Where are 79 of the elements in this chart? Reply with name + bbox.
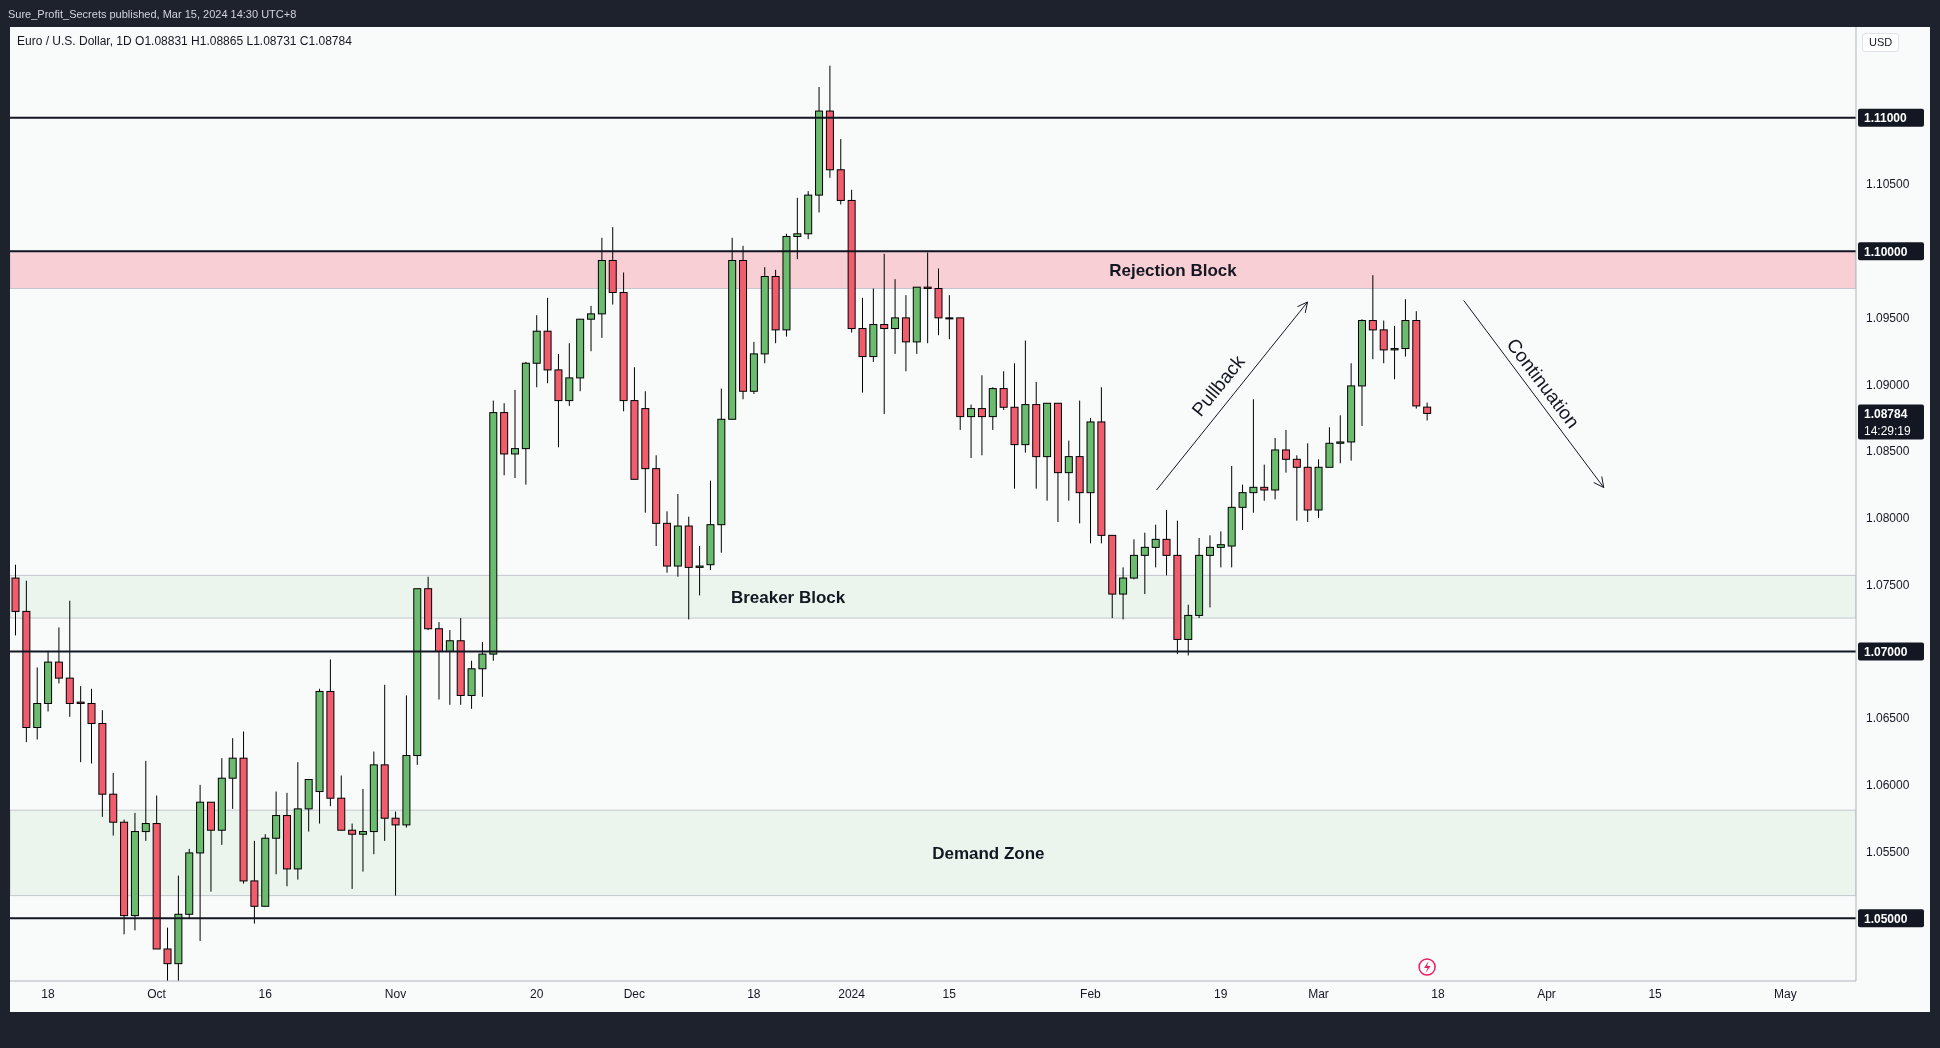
ref-line-label: 1.07000 [1864, 644, 1908, 659]
candlestick [967, 404, 976, 459]
ref-line-label: 1.11000 [1864, 111, 1908, 126]
x-tick-label: Nov [384, 986, 407, 1001]
candlestick [1260, 464, 1269, 502]
candlestick [1281, 429, 1290, 474]
candlestick [1390, 325, 1399, 380]
y-tick-label: 1.10500 [1866, 177, 1910, 192]
x-tick-label: Dec [623, 986, 646, 1001]
candlestick [511, 389, 520, 479]
x-tick-label: 18 [41, 986, 55, 1001]
candlestick [76, 685, 85, 763]
y-tick-label: 1.06000 [1866, 777, 1910, 792]
candlestick [923, 251, 932, 344]
candlestick [1423, 402, 1432, 421]
candlestick [1336, 414, 1345, 464]
candlestick [1368, 274, 1377, 360]
x-tick-label: 15 [942, 986, 957, 1001]
candlestick [1379, 320, 1388, 364]
candlestick [228, 737, 237, 810]
candlestick [587, 305, 596, 352]
candlestick [1249, 398, 1258, 514]
band-label: Demand Zone [932, 843, 1045, 863]
x-tick-label: 18 [1431, 986, 1445, 1001]
candlestick [999, 370, 1008, 411]
text: Sure_Profit_Secrets published, Mar 15, 2024 14:30 UTC+8 [8, 7, 297, 20]
y-tick-label: 1.08500 [1866, 444, 1910, 459]
x-tick-label: 16 [258, 986, 273, 1001]
text: Euro / U.S. Dollar, 1D O1.08831 H1.08865 L1.08731 C1.08784 [17, 34, 352, 48]
x-tick-label: 15 [1648, 986, 1663, 1001]
x-tick-label: Feb [1080, 986, 1102, 1001]
candlestick [272, 791, 281, 875]
text: 1.08784 [1864, 406, 1908, 421]
candlestick [391, 811, 400, 897]
y-tick-label: 1.09500 [1866, 310, 1910, 325]
candlestick [891, 278, 900, 355]
x-tick-label: Mar [1308, 986, 1329, 1001]
x-tick-label: Apr [1537, 986, 1556, 1001]
candlestick [87, 688, 96, 765]
x-tick-label: Oct [147, 986, 167, 1001]
x-tick-label: 20 [529, 986, 544, 1001]
y-tick-label: 1.05500 [1866, 844, 1910, 859]
y-tick-label: 1.06500 [1866, 711, 1910, 726]
candlestick [1140, 532, 1149, 595]
candlestick [1119, 566, 1128, 620]
y-tick-label: 1.09000 [1866, 377, 1910, 392]
x-tick-label: 19 [1214, 986, 1228, 1001]
ref-line-label: 1.05000 [1864, 911, 1908, 926]
candlestick [945, 294, 954, 340]
x-tick-label: 18 [747, 986, 761, 1001]
candlestick [1064, 440, 1073, 502]
candlestick [434, 621, 443, 700]
candlestick [565, 342, 574, 407]
candlestick [1162, 509, 1171, 576]
candlestick [141, 760, 150, 842]
x-tick-label: May [1774, 986, 1797, 1001]
candlestick [1238, 484, 1247, 531]
candlestick [1292, 454, 1301, 522]
candlestick [1151, 524, 1160, 568]
candlestick [1129, 538, 1138, 580]
x-tick-label: 2024 [838, 986, 866, 1001]
y-tick-label: 1.08000 [1866, 511, 1910, 526]
candlestick [478, 641, 487, 698]
candlestick [54, 626, 63, 684]
candlestick [1216, 530, 1225, 568]
candlestick [348, 823, 357, 890]
ref-line-label: 1.10000 [1864, 244, 1908, 259]
band-label: Breaker Block [730, 587, 846, 607]
candlestick [358, 788, 367, 873]
y-tick-label: 1.07500 [1866, 577, 1910, 592]
text: 14:29:19 [1864, 423, 1912, 438]
candlestick [695, 545, 704, 596]
candlestick [1205, 534, 1214, 608]
y-axis-title: USD [1862, 33, 1900, 52]
candlestick [977, 374, 986, 456]
candlestick [793, 197, 802, 260]
candlestick [163, 927, 172, 981]
candlestick [880, 253, 889, 415]
band-label: Rejection Block [1109, 260, 1238, 280]
